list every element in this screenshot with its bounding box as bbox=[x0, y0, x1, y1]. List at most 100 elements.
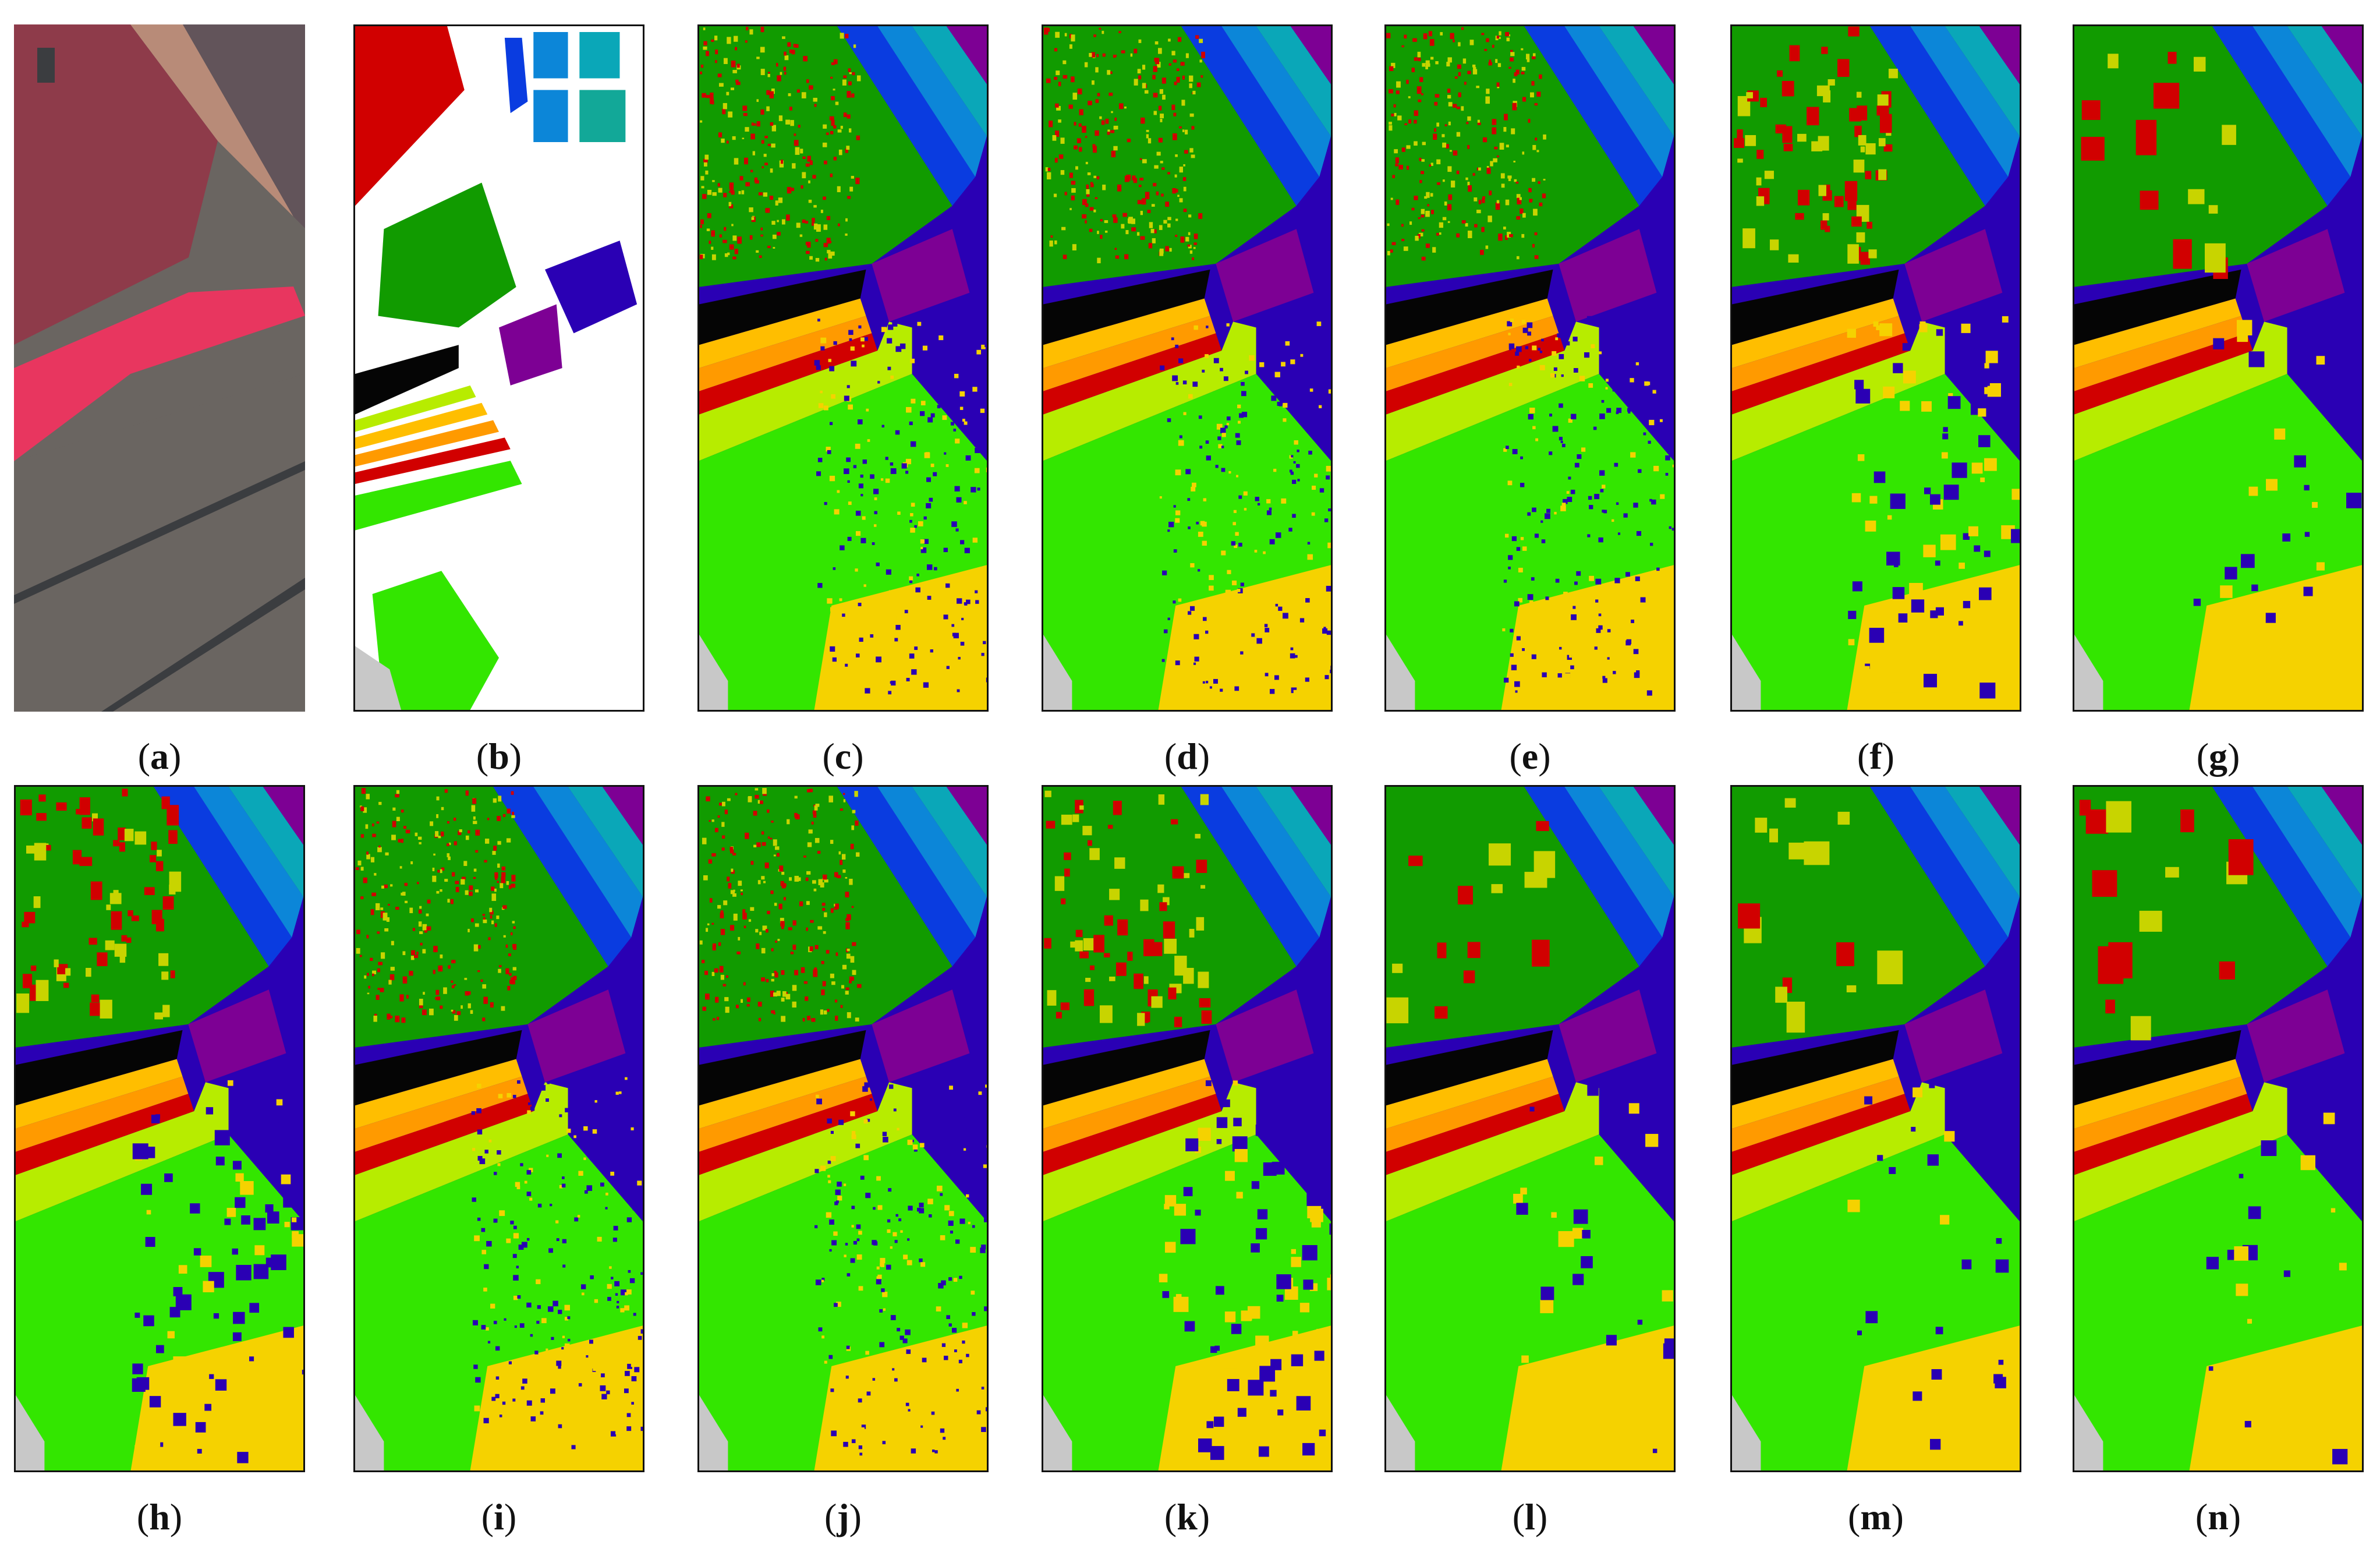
panel-m-region-purple bbox=[1904, 989, 2003, 1083]
panel-i-noise bbox=[636, 1448, 642, 1453]
panel-i-noise bbox=[601, 1364, 606, 1369]
panel-d-noise bbox=[1216, 423, 1223, 430]
panel-d-speckle bbox=[1069, 44, 1072, 49]
panel-c-speckle bbox=[760, 47, 765, 53]
panel-j-noise bbox=[920, 1143, 925, 1148]
panel-d-noise bbox=[1190, 606, 1195, 611]
panel-e-speckle bbox=[1458, 72, 1461, 76]
panel-e-speckle bbox=[1423, 33, 1428, 40]
panel-j-noise bbox=[828, 1355, 833, 1359]
panel-d-noise bbox=[1297, 479, 1300, 482]
panel-c-noise bbox=[926, 503, 932, 508]
panel-e-speckle bbox=[1419, 77, 1423, 82]
panel-c-noise bbox=[860, 538, 866, 543]
panel-f-noise bbox=[1873, 471, 1886, 483]
panel-d-strip-lime bbox=[1043, 321, 1256, 461]
panel-j-speckle bbox=[792, 945, 796, 950]
panel-f-speckle bbox=[1795, 213, 1804, 220]
panel-i-speckle bbox=[386, 917, 390, 922]
panel-j-speckle bbox=[724, 997, 729, 1002]
panel-c-speckle bbox=[848, 128, 852, 133]
panel-j-speckle bbox=[778, 903, 782, 910]
panel-c-noise bbox=[951, 521, 957, 527]
panel-j-speckle bbox=[838, 851, 841, 855]
panel-h-noise bbox=[203, 1353, 211, 1362]
panel-c-speckle bbox=[703, 46, 707, 50]
panel-i-noise bbox=[586, 1185, 593, 1191]
panel-e-speckle bbox=[1466, 122, 1469, 125]
panel-j-speckle bbox=[741, 892, 743, 896]
panel-e-speckle bbox=[1406, 165, 1409, 170]
panel-j-noise bbox=[827, 1160, 831, 1164]
panel-e-noise bbox=[1589, 505, 1593, 510]
panel-k-speckle bbox=[1089, 848, 1100, 860]
panel-j-speckle bbox=[767, 836, 770, 839]
panel-e-noise bbox=[1628, 411, 1631, 413]
panel-e-speckle bbox=[1436, 232, 1439, 236]
panel-m-speckle bbox=[1788, 842, 1807, 860]
panel-f-speckle bbox=[1783, 143, 1793, 151]
panel-e-noise bbox=[1538, 348, 1541, 351]
panel-i-speckle bbox=[366, 854, 370, 860]
panel-h-speckle bbox=[128, 910, 133, 917]
panel-j-noise bbox=[886, 1264, 891, 1270]
panel-c-speckle bbox=[729, 244, 734, 250]
panel-j-noise bbox=[850, 1258, 855, 1263]
panel-f-noise bbox=[1987, 383, 2001, 397]
panel-e-speckle bbox=[1467, 116, 1471, 121]
panel-c-noise bbox=[910, 513, 913, 517]
panel-e-speckle bbox=[1434, 101, 1438, 106]
panel-h-speckle bbox=[124, 829, 134, 842]
panel-j-speckle bbox=[821, 961, 824, 964]
panel-k-speckle bbox=[1163, 921, 1175, 939]
panel-j-speckle bbox=[706, 928, 709, 932]
panel-k-noise bbox=[1263, 1162, 1277, 1176]
panel-e-speckle bbox=[1492, 127, 1497, 135]
panel-j-noise bbox=[834, 1303, 838, 1307]
panel-d-speckle bbox=[1131, 218, 1135, 224]
panel-i-noise bbox=[522, 1378, 527, 1384]
panel-c-speckle bbox=[732, 136, 736, 140]
panel-i-noise bbox=[605, 1207, 608, 1210]
panel-c-speckle bbox=[707, 189, 712, 195]
panel-e-noise bbox=[1518, 598, 1523, 603]
panel-g-noise bbox=[2316, 356, 2325, 365]
panel-h-noise bbox=[292, 1217, 297, 1222]
panel-letter: k bbox=[1177, 1496, 1198, 1537]
panel-i-speckle bbox=[365, 824, 369, 829]
panel-k-noise bbox=[1262, 1426, 1274, 1438]
panel-d-speckle bbox=[1095, 197, 1098, 199]
panel-d-noise bbox=[1328, 389, 1331, 394]
panel-j-noise bbox=[836, 1302, 841, 1307]
panel-f-noise bbox=[1958, 563, 1965, 569]
panel-h-noise bbox=[253, 1218, 266, 1231]
panel-j-speckle bbox=[718, 942, 721, 946]
panel-d-speckle bbox=[1156, 191, 1159, 196]
panel-i-noise bbox=[622, 1416, 625, 1420]
panel-j-speckle bbox=[763, 881, 766, 883]
panel-d-speckle bbox=[1195, 35, 1199, 39]
panel-j-speckle bbox=[834, 999, 838, 1003]
panel-d-speckle bbox=[1124, 175, 1129, 182]
panel-c-speckle bbox=[803, 56, 808, 62]
panel-c-speckle bbox=[779, 160, 784, 168]
panel-c-noise bbox=[895, 430, 900, 435]
panel-e-speckle bbox=[1482, 198, 1485, 203]
panel-c-strip-gold bbox=[699, 298, 866, 368]
panel-e-speckle bbox=[1414, 110, 1419, 116]
panel-h-noise bbox=[285, 1097, 293, 1105]
panel-c-noise bbox=[826, 650, 830, 655]
panel-h-speckle bbox=[121, 935, 128, 942]
panel-c-speckle bbox=[763, 192, 768, 197]
panel-k-noise bbox=[1319, 1429, 1326, 1437]
panel-d-speckle bbox=[1093, 146, 1097, 153]
panel-d-map bbox=[1042, 24, 1333, 712]
panel-e-noise bbox=[1658, 384, 1662, 388]
panel-d-noise bbox=[1290, 359, 1295, 365]
panel-j-strip-lime bbox=[699, 1082, 912, 1222]
panel-b-background bbox=[355, 26, 643, 710]
panel-e-noise bbox=[1522, 327, 1528, 333]
panel-i-speckle bbox=[455, 881, 459, 885]
panel-d-noise bbox=[1178, 440, 1184, 446]
panel-h-speckle bbox=[57, 964, 68, 975]
